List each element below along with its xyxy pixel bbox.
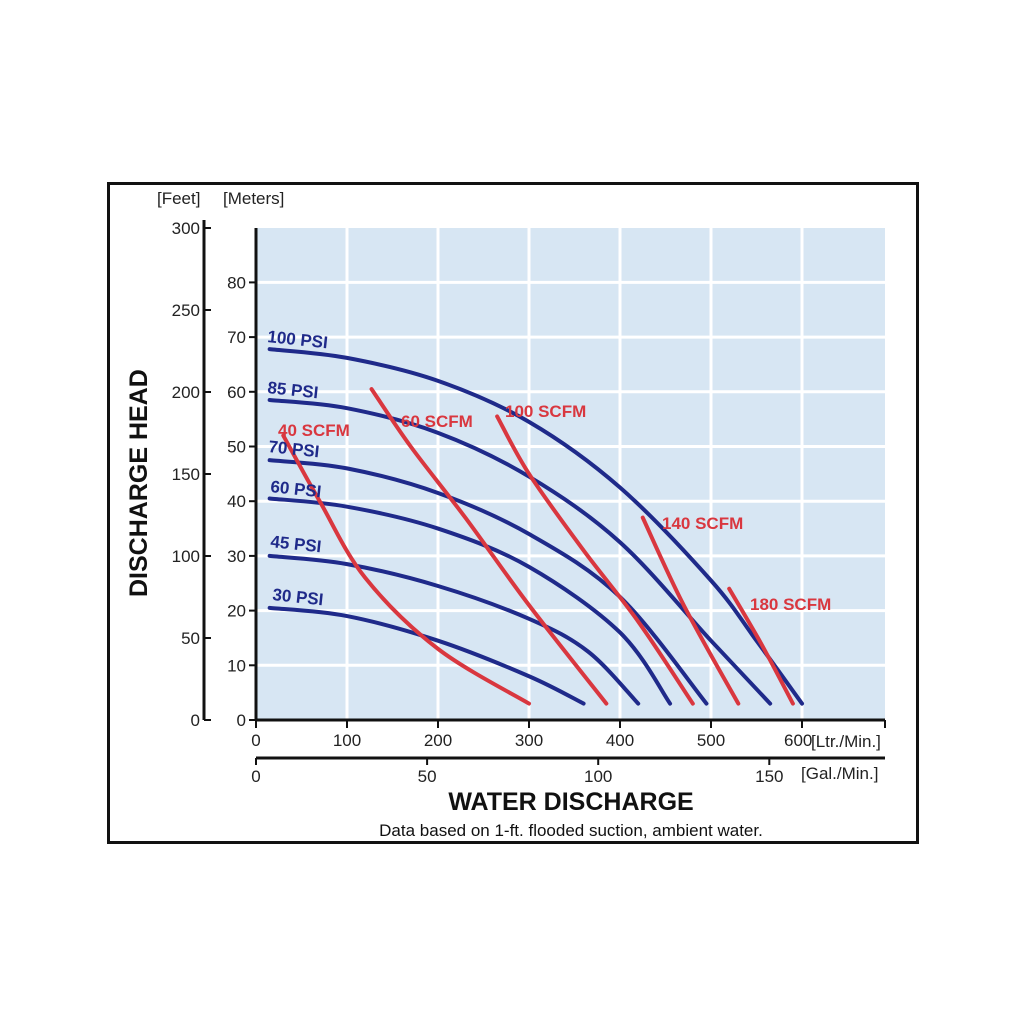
footnote: Data based on 1-ft. flooded suction, amb… bbox=[379, 821, 763, 840]
feet-tick-label: 50 bbox=[181, 629, 200, 648]
gal-unit-label: [Gal./Min.] bbox=[801, 764, 878, 783]
ltr-unit-label: [Ltr./Min.] bbox=[811, 732, 881, 751]
pressure-curve bbox=[267, 496, 673, 706]
meters-tick-label: 0 bbox=[237, 711, 246, 730]
ltr-tick-label: 0 bbox=[251, 731, 260, 750]
ltr-tick-label: 200 bbox=[424, 731, 452, 750]
feet-tick-label: 100 bbox=[172, 547, 200, 566]
air-series-label: 60 SCFM bbox=[401, 412, 473, 431]
meters-tick-label: 10 bbox=[227, 656, 246, 675]
meters-tick-label: 60 bbox=[227, 383, 246, 402]
ltr-tick-label: 400 bbox=[606, 731, 634, 750]
x-axis-title: WATER DISCHARGE bbox=[448, 788, 693, 816]
gal-tick-label: 100 bbox=[584, 767, 612, 786]
gal-tick-label: 150 bbox=[755, 767, 783, 786]
meters-tick-label: 50 bbox=[227, 438, 246, 457]
feet-unit-label: [Feet] bbox=[157, 189, 200, 208]
air-consumption-curve bbox=[281, 433, 531, 706]
gal-tick-label: 50 bbox=[418, 767, 437, 786]
feet-tick-label: 150 bbox=[172, 465, 200, 484]
meters-tick-label: 40 bbox=[227, 492, 246, 511]
meters-tick-label: 30 bbox=[227, 547, 246, 566]
y-axis-title: DISCHARGE HEAD bbox=[125, 369, 153, 597]
meters-unit-label: [Meters] bbox=[223, 189, 284, 208]
feet-tick-label: 200 bbox=[172, 383, 200, 402]
ltr-tick-label: 600 bbox=[784, 731, 812, 750]
pressure-curve bbox=[267, 347, 804, 706]
air-series-label: 100 SCFM bbox=[505, 402, 586, 421]
meters-tick-label: 20 bbox=[227, 602, 246, 621]
ltr-tick-label: 500 bbox=[697, 731, 725, 750]
series bbox=[267, 347, 804, 706]
meters-tick-label: 80 bbox=[227, 273, 246, 292]
axes: 0 10 20 30 40 50 60 70 80 0 50 100 150 200 250 300 0 100 2… bbox=[172, 219, 886, 786]
feet-tick-label: 0 bbox=[191, 711, 200, 730]
air-series-label: 180 SCFM bbox=[750, 595, 831, 614]
pressure-curve bbox=[267, 605, 586, 706]
gal-tick-label: 0 bbox=[251, 767, 260, 786]
meters-tick-label: 70 bbox=[227, 328, 246, 347]
pressure-curve bbox=[267, 458, 709, 706]
air-consumption-curve bbox=[727, 586, 795, 706]
feet-tick-label: 300 bbox=[172, 219, 200, 238]
air-consumption-curve bbox=[495, 414, 695, 706]
feet-tick-label: 250 bbox=[172, 301, 200, 320]
air-consumption-curve bbox=[640, 515, 741, 706]
air-consumption-curve bbox=[369, 387, 609, 706]
plot-background bbox=[256, 228, 885, 720]
air-series-label: 140 SCFM bbox=[662, 514, 743, 533]
ltr-tick-label: 100 bbox=[333, 731, 361, 750]
air-series-label: 40 SCFM bbox=[278, 421, 350, 440]
pressure-curve bbox=[267, 553, 641, 706]
ltr-tick-label: 300 bbox=[515, 731, 543, 750]
